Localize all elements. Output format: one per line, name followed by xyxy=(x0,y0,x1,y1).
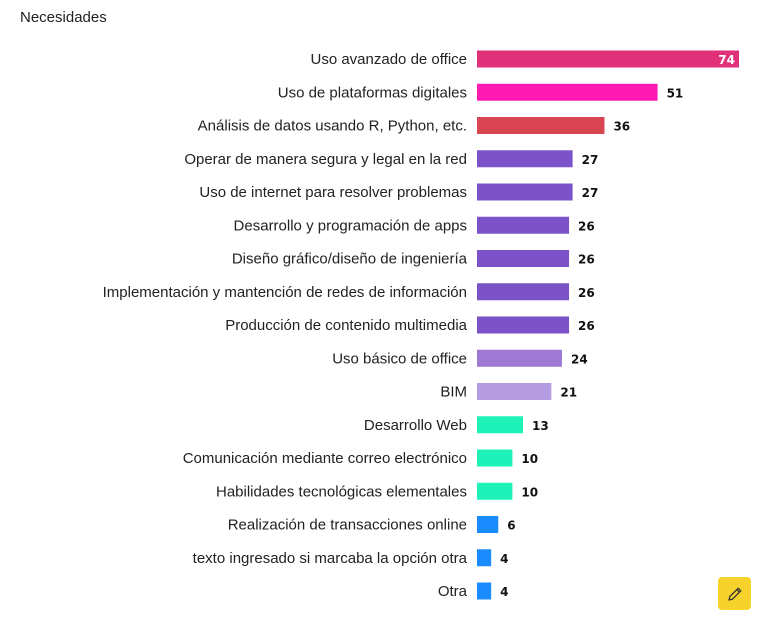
bar[interactable] xyxy=(477,283,570,301)
category-label: Desarrollo Web xyxy=(364,417,467,434)
bar[interactable] xyxy=(477,50,739,68)
category-label: Implementación y mantención de redes de … xyxy=(103,284,467,301)
bar[interactable] xyxy=(477,582,492,600)
bar[interactable] xyxy=(477,416,524,434)
value-label: 26 xyxy=(578,286,595,300)
bar[interactable] xyxy=(477,83,658,101)
value-label: 6 xyxy=(507,519,515,533)
value-label: 26 xyxy=(578,253,595,267)
bar[interactable] xyxy=(477,117,605,134)
value-label: 13 xyxy=(532,419,549,433)
category-label: Comunicación mediante correo electrónico xyxy=(183,450,467,467)
bar[interactable] xyxy=(477,516,499,533)
pencil-icon xyxy=(727,587,741,601)
value-label: 21 xyxy=(560,386,577,400)
value-label: 27 xyxy=(582,186,599,200)
value-label: 4 xyxy=(500,552,508,566)
category-label: Habilidades tecnológicas elementales xyxy=(216,483,467,500)
category-label: Desarrollo y programación de apps xyxy=(234,217,467,234)
value-label: 26 xyxy=(578,219,595,233)
category-label: BIM xyxy=(440,384,467,401)
edit-button[interactable] xyxy=(718,577,751,610)
bar[interactable] xyxy=(477,349,562,367)
category-label: Uso de plataformas digitales xyxy=(278,84,467,101)
value-label: 10 xyxy=(521,485,538,499)
category-label: Otra xyxy=(438,583,468,600)
bar[interactable] xyxy=(477,449,513,467)
category-label: Uso de internet para resolver problemas xyxy=(199,184,467,201)
value-label: 4 xyxy=(500,585,508,599)
value-label: 10 xyxy=(521,452,538,466)
category-label: Uso básico de office xyxy=(332,350,467,367)
bar[interactable] xyxy=(477,150,573,168)
value-label: 27 xyxy=(582,153,599,167)
value-label: 51 xyxy=(667,86,684,100)
category-label: Realización de transacciones online xyxy=(228,517,467,534)
bar[interactable] xyxy=(477,549,492,567)
bar[interactable] xyxy=(477,316,570,334)
category-label: Operar de manera segura y legal en la re… xyxy=(184,151,467,168)
category-label: Uso avanzado de office xyxy=(311,51,468,68)
bar[interactable] xyxy=(477,216,570,234)
value-label: 24 xyxy=(571,352,588,366)
value-label: 74 xyxy=(718,53,735,67)
value-label: 26 xyxy=(578,319,595,333)
bar[interactable] xyxy=(477,383,552,400)
bar[interactable] xyxy=(477,250,570,267)
category-label: Producción de contenido multimedia xyxy=(225,317,467,334)
chart-title: Necesidades xyxy=(20,9,107,26)
category-label: texto ingresado si marcaba la opción otr… xyxy=(193,550,468,567)
category-label: Diseño gráfico/diseño de ingeniería xyxy=(232,251,468,268)
category-label: Análisis de datos usando R, Python, etc. xyxy=(198,118,467,135)
bar[interactable] xyxy=(477,482,513,500)
value-label: 36 xyxy=(613,120,630,134)
bar[interactable] xyxy=(477,183,573,201)
